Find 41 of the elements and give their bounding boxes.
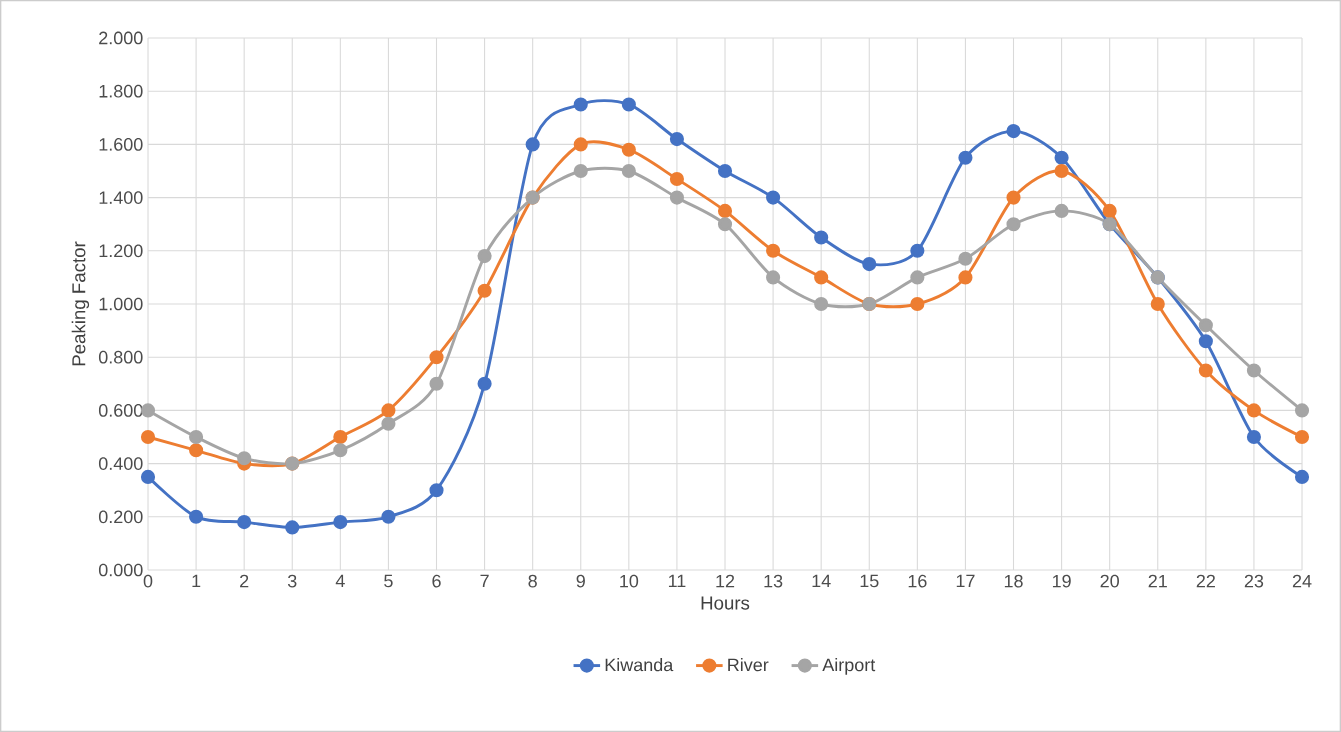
y-tick-label: 2.000 <box>99 31 143 45</box>
y-tick-label: 0.400 <box>98 457 143 470</box>
x-tick-label: 13 <box>764 574 783 588</box>
legend-label: Airport <box>822 658 876 675</box>
legend-label: Kiwanda <box>605 658 674 672</box>
y-tick-label: 1.200 <box>99 244 143 258</box>
x-tick-label: 15 <box>860 574 879 588</box>
y-tick-label: 0.200 <box>98 510 143 524</box>
x-tick-label: 17 <box>956 574 975 588</box>
x-tick-label: 24 <box>1292 574 1312 588</box>
x-tick-label: 21 <box>1148 574 1167 588</box>
x-tick-label: 10 <box>620 574 639 588</box>
x-tick-label: 18 <box>1004 574 1023 588</box>
x-axis-title: Hours <box>701 596 750 610</box>
x-tick-label: 8 <box>528 574 537 588</box>
x-tick-label: 22 <box>1196 574 1215 588</box>
x-tick-label: 6 <box>432 574 441 588</box>
x-tick-label: 0 <box>143 574 153 588</box>
y-tick-label: 1.400 <box>99 191 143 204</box>
x-tick-label: 2 <box>240 574 249 588</box>
y-axis-title: Peaking Factor <box>71 241 90 366</box>
x-tick-label: 23 <box>1244 574 1264 588</box>
x-tick-label: 12 <box>716 574 735 588</box>
x-tick-label: 7 <box>480 574 489 588</box>
x-tick-label: 4 <box>335 574 345 588</box>
y-tick-label: 0.000 <box>98 563 143 577</box>
y-tick-label: 1.000 <box>99 297 143 311</box>
x-tick-label: 3 <box>287 574 297 588</box>
x-tick-label: 11 <box>668 574 686 588</box>
y-tick-label: 1.800 <box>99 84 143 98</box>
y-tick-label: 0.600 <box>98 404 143 417</box>
x-tick-label: 14 <box>812 574 831 588</box>
y-tick-label: 0.800 <box>98 350 143 364</box>
x-tick-label: 20 <box>1100 574 1119 588</box>
x-tick-label: 19 <box>1052 574 1071 588</box>
x-tick-label: 1 <box>192 574 201 588</box>
legend-label: River <box>728 658 769 672</box>
x-tick-label: 9 <box>576 574 585 588</box>
x-tick-label: 5 <box>384 574 393 588</box>
x-tick-label: 16 <box>908 574 927 588</box>
y-tick-label: 1.600 <box>99 138 143 151</box>
